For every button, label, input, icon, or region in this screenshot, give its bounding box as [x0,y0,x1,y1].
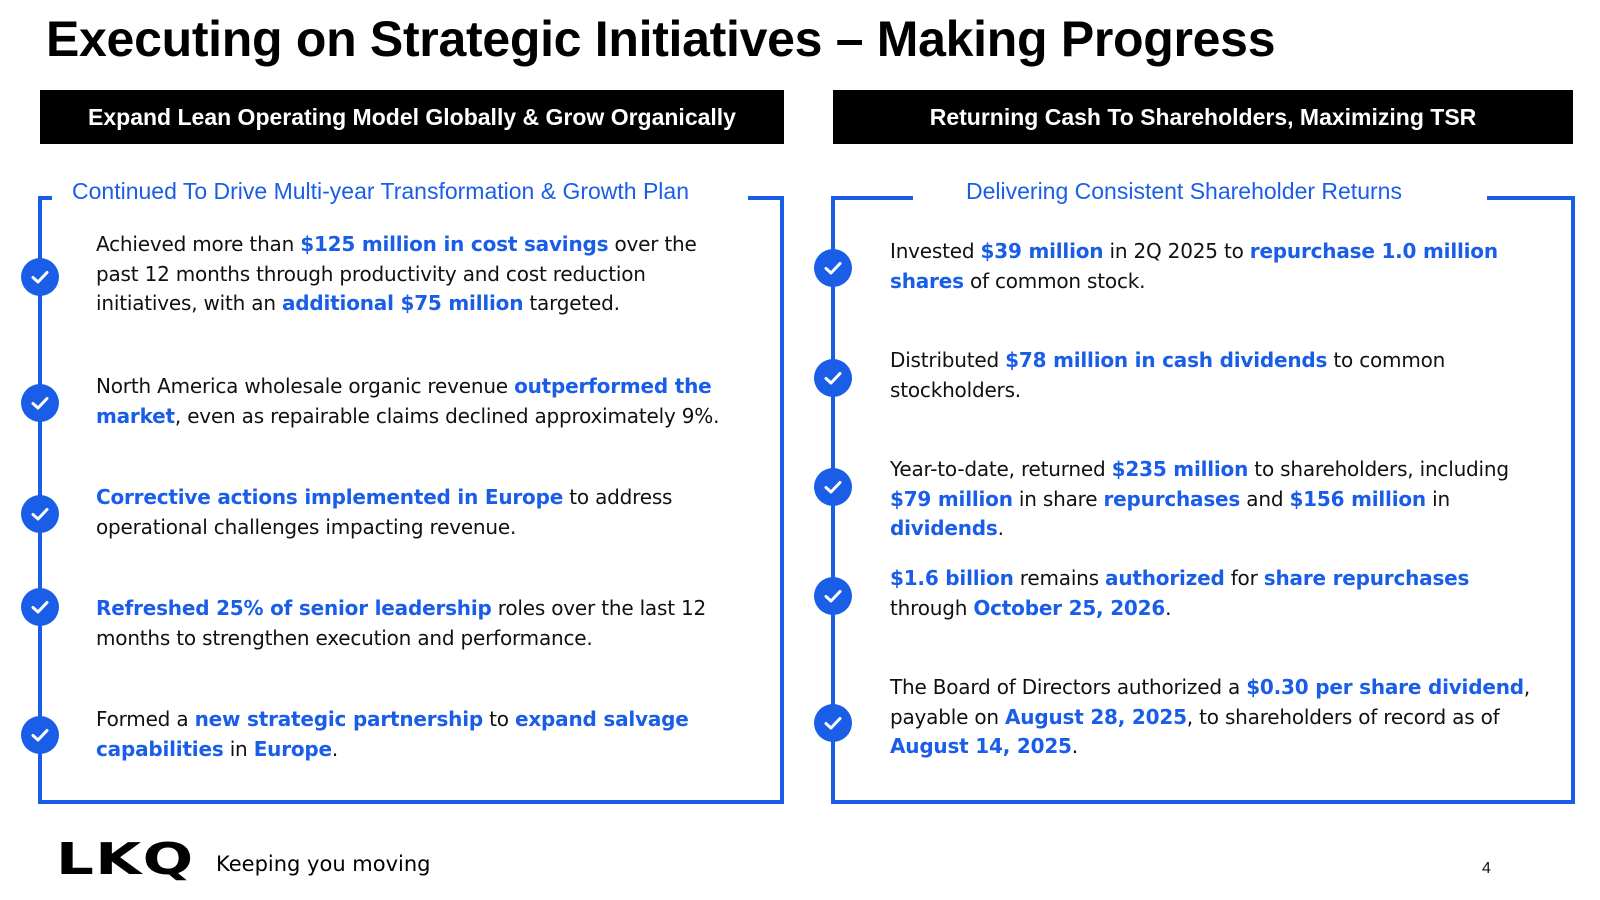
left-item: Achieved more than $125 million in cost … [96,230,736,319]
highlight-text: expand salvage capabilities [96,707,689,761]
body-text: in [1425,486,1450,511]
highlight-text: repurchases [1103,486,1241,511]
body-text: of common stock. [963,268,1146,293]
body-text: , even as repairable claims declined app… [174,403,720,428]
right-subheading: Delivering Consistent Shareholder Return… [966,178,1402,204]
body-text: to [482,707,515,731]
left-item: Corrective actions implemented in Europe… [96,483,736,542]
highlight-text: Refreshed 25% of senior leadership [96,596,492,620]
body-text: and [1240,486,1290,511]
highlight-text: Europe [253,736,332,761]
left-frame-top-segment [38,196,52,200]
check-circle-icon [21,495,59,533]
highlight-text: $0.30 per share dividend [1246,675,1524,699]
body-text: . [331,736,339,761]
check-circle-icon [814,249,852,287]
check-circle-icon [21,258,59,296]
left-section-banner: Expand Lean Operating Model Globally & G… [40,90,784,144]
body-text: over the past 12 months through producti… [96,232,697,315]
highlight-text: $156 million [1289,486,1426,511]
highlight-text: dividends [890,516,998,540]
body-text: North America wholesale organic revenue [96,374,515,398]
highlight-text: October 25, 2026 [973,595,1166,620]
body-text: through [890,595,974,620]
body-text: , payable on [890,675,1531,729]
page-title: Executing on Strategic Initiatives – Mak… [46,11,1276,67]
body-text: in 2Q 2025 to [1103,239,1250,263]
highlight-text: $1.6 billion [890,566,1014,590]
left-subheading: Continued To Drive Multi-year Transforma… [72,178,690,204]
left-item: Refreshed 25% of senior leadership roles… [96,594,736,653]
body-text: Achieved more than [96,232,301,256]
highlight-text: Corrective actions implemented in Europe [96,485,564,509]
highlight-text: $39 million [980,239,1104,263]
body-text: The Board of Directors authorized a [890,675,1247,699]
body-text: Formed a [96,707,195,731]
body-text: to shareholders, including [1248,457,1509,481]
highlight-text: August 14, 2025 [890,734,1072,758]
highlight-text: authorized [1105,566,1225,590]
body-text: roles over the last 12 months to strengt… [96,596,707,650]
right-item: Year-to-date, returned $235 million to s… [890,455,1540,544]
highlight-text: August 28, 2025 [1005,704,1187,729]
left-item: Formed a new strategic partnership to ex… [96,705,736,764]
check-circle-icon [21,384,59,422]
body-text: in share [1012,486,1104,511]
page-number: 4 [1482,860,1491,877]
highlight-text: $78 million in cash dividends [1005,348,1328,372]
body-text: . [1165,595,1172,620]
highlight-text: $235 million [1111,457,1249,481]
right-item: The Board of Directors authorized a $0.3… [890,673,1540,762]
body-text: . [997,516,1004,540]
body-text: Year-to-date, returned [890,457,1112,481]
right-section-banner: Returning Cash To Shareholders, Maximizi… [833,90,1573,144]
body-text: Invested [890,239,981,263]
check-circle-icon [21,588,59,626]
body-text: to address operational challenges impact… [96,485,673,539]
highlight-text: $79 million [890,486,1013,511]
highlight-text: $125 million in cost savings [300,232,609,256]
tagline: Keeping you moving [216,852,431,876]
body-text: to common stockholders. [890,348,1446,402]
check-circle-icon [814,704,852,742]
highlight-text: share repurchases [1263,566,1470,590]
right-item: $1.6 billion remains authorized for shar… [890,564,1540,623]
right-frame-top-segment [1487,196,1575,200]
body-text: Distributed [890,348,1006,372]
highlight-text: additional $75 million [282,291,524,315]
body-text: in [223,736,254,761]
check-circle-icon [814,468,852,506]
left-item: North America wholesale organic revenue … [96,372,736,431]
body-text: , to shareholders of record as of [1186,704,1500,729]
body-text: remains [1013,566,1106,590]
check-circle-icon [814,577,852,615]
right-item: Distributed $78 million in cash dividend… [890,346,1540,405]
highlight-text: repurchase 1.0 million shares [890,239,1498,293]
highlight-text: outperformed the market [96,374,712,428]
body-text: for [1224,566,1264,590]
body-text: targeted. [523,291,620,315]
body-text: . [1071,734,1078,758]
check-circle-icon [814,359,852,397]
highlight-text: new strategic partnership [194,707,484,731]
right-frame-top-segment [831,196,913,200]
left-frame-top-segment [748,196,784,200]
right-item: Invested $39 million in 2Q 2025 to repur… [890,237,1540,296]
company-logo: LKQ [56,834,195,885]
check-circle-icon [21,716,59,754]
